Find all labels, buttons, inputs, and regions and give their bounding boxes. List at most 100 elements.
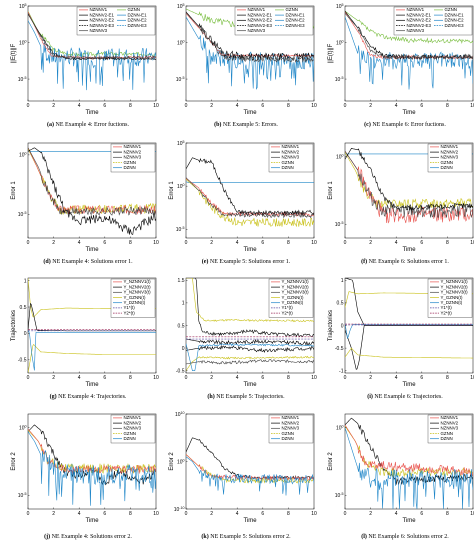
series-line-gznn bbox=[345, 152, 473, 209]
series-line-y_gznn bbox=[186, 355, 314, 371]
legend-entry: NZNNV2-E2 bbox=[90, 18, 115, 23]
x-tick-label: 2 bbox=[52, 240, 55, 246]
legend-entry: NZNNV2-E1 bbox=[248, 12, 273, 17]
series-line-nznnv2 bbox=[345, 148, 473, 212]
legend-entry: NZNNV2-E2 bbox=[248, 18, 273, 23]
caption-label: (f) bbox=[361, 258, 367, 265]
series-line-y_nznnv2 bbox=[186, 278, 314, 338]
legend-entry: DZNN-E1 bbox=[286, 12, 306, 17]
x-tick-label: 6 bbox=[261, 240, 264, 246]
series-line-dznn bbox=[345, 16, 473, 90]
legend-entry: NZNNV2-E3 bbox=[407, 23, 432, 28]
y-tick-label: 0.5 bbox=[337, 301, 344, 307]
legend-entry: Y1*(t) bbox=[124, 305, 136, 310]
x-tick-label: 2 bbox=[369, 103, 372, 109]
chart-panel-b: 0 2 4 6 8 10 Time 105 100 10-5 NZNNV1 GZNN NZNNV2-E1… bbox=[176, 3, 317, 128]
caption-text: NE Example 5: Solutions error 2. bbox=[210, 534, 291, 540]
x-tick-label: 8 bbox=[287, 375, 290, 381]
series-line-gznn bbox=[28, 10, 156, 57]
chart-panel-h: 0 2 4 6 8 10Time1.510.50-0.5Y_NZNNV1(t)Y_NZNN… bbox=[176, 277, 317, 400]
x-tick-label: 2 bbox=[52, 375, 55, 381]
series-line-dznn bbox=[186, 16, 314, 90]
x-tick-label: 4 bbox=[395, 511, 398, 517]
y-tick-label: 10-5 bbox=[18, 76, 27, 83]
series-line-y_gznn bbox=[186, 278, 314, 323]
legend-entry: NZNNV1 bbox=[441, 415, 459, 420]
chart-panel-f: 0 2 4 6 8 10 Time 100 10-5 Error 1 NZNNV1NZNNV2NZN… bbox=[328, 142, 474, 265]
series-line-nznnv3 bbox=[345, 150, 473, 219]
legend-entry: Y_GZNN(t) bbox=[441, 295, 463, 300]
caption-text: NE Example 6: Trajectories. bbox=[374, 394, 443, 400]
legend-entry: NZNNV1 bbox=[282, 415, 300, 420]
x-tick-label: 4 bbox=[395, 240, 398, 246]
chart-panel-j: 0 2 4 6 8 10 Time 100 10-5 Error 2 NZNNV1NZNNV2NZN… bbox=[11, 413, 159, 540]
series-group bbox=[28, 10, 156, 91]
legend-box bbox=[234, 6, 314, 36]
legend-entry: NZNNV2 bbox=[282, 149, 300, 154]
panel-caption: (l) NE Example 6: Solutions error 2. bbox=[361, 533, 449, 540]
legend-entry: NZNNV3 bbox=[441, 426, 459, 431]
chart-panel-e: 0 2 4 6 8 10 Time 105 100 10-5 Error 1 NZNNV1NZNNV2… bbox=[169, 140, 317, 265]
x-axis-label: Time bbox=[243, 382, 257, 388]
y-tick-label: -0.5 bbox=[335, 346, 344, 352]
x-axis-label: Time bbox=[402, 247, 416, 253]
chart-panel-c: 0 2 4 6 8 10 Time 105 100 10-5 ||E(t)||F NZNNV1 GZNN… bbox=[328, 3, 474, 128]
y-tick-label: 10-5 bbox=[335, 492, 344, 499]
x-tick-label: 10 bbox=[311, 103, 317, 109]
legend-box bbox=[110, 278, 156, 318]
chart-panel-a: 0 2 4 6 8 10 Time 105 100 10-5 ||E(t)||F NZNNV1 GZNN… bbox=[11, 3, 159, 128]
legend-entry: NZNNV3 bbox=[248, 28, 266, 33]
legend-entry: DZNN-E1 bbox=[445, 12, 465, 17]
y-tick-label: 0 bbox=[24, 331, 27, 337]
x-tick-label: 0 bbox=[344, 103, 347, 109]
x-axis-label: Time bbox=[85, 382, 99, 388]
legend-entry: DZNN-E2 bbox=[445, 18, 465, 23]
x-tick-label: 2 bbox=[369, 375, 372, 381]
x-axis-label: Time bbox=[243, 247, 257, 253]
x-tick-label: 10 bbox=[470, 375, 474, 381]
series-line-nznnv3 bbox=[186, 177, 314, 219]
series-group bbox=[345, 417, 473, 509]
legend-entry: Y_DZNN(t) bbox=[441, 300, 463, 305]
x-tick-label: 6 bbox=[420, 240, 423, 246]
panel-caption: (j) NE Example 4: Solutions error 2. bbox=[44, 533, 132, 540]
series-line-y_nznnv2 bbox=[186, 344, 314, 353]
y-tick-label: 100 bbox=[177, 458, 185, 465]
y-tick-label: 10-5 bbox=[335, 221, 344, 228]
legend-entry: Y2*(t) bbox=[441, 310, 453, 315]
y-tick-label: 105 bbox=[336, 3, 344, 10]
x-tick-label: 4 bbox=[236, 511, 239, 517]
x-tick-label: 0 bbox=[185, 240, 188, 246]
x-tick-label: 0 bbox=[27, 103, 30, 109]
legend-entry: NZNNV1 bbox=[407, 7, 425, 12]
legend-box bbox=[268, 278, 314, 318]
y-axis-label: Error 2 bbox=[11, 452, 17, 471]
x-axis-label: Time bbox=[85, 518, 99, 524]
legend-entry: Y_NZNNV3(t) bbox=[441, 290, 469, 295]
x-tick-label: 6 bbox=[420, 103, 423, 109]
y-tick-label: 1 bbox=[24, 278, 27, 284]
y-tick-label: 0 bbox=[341, 323, 344, 329]
panel-caption: (k) NE Example 5: Solutions error 2. bbox=[201, 533, 291, 540]
y-tick-label: 100 bbox=[19, 152, 27, 159]
caption-label: (h) bbox=[207, 393, 214, 400]
legend-box bbox=[110, 414, 156, 444]
x-tick-label: 4 bbox=[395, 375, 398, 381]
x-tick-label: 10 bbox=[311, 375, 317, 381]
y-tick-label: 10-10 bbox=[174, 506, 185, 513]
y-tick-label: -0.5 bbox=[18, 358, 27, 364]
y-tick-label: 0.5 bbox=[20, 305, 27, 311]
caption-label: (b) bbox=[214, 121, 221, 128]
x-tick-label: 6 bbox=[103, 375, 106, 381]
legend-entry: Y_NZNNV2(t) bbox=[282, 284, 310, 289]
caption-label: (i) bbox=[367, 393, 373, 400]
legend-entry: Y_DZNN(t) bbox=[124, 300, 146, 305]
x-axis-label: Time bbox=[243, 518, 257, 524]
y-tick-label: 1 bbox=[182, 301, 185, 307]
y-axis-label: Error 2 bbox=[169, 452, 175, 471]
x-tick-label: 10 bbox=[470, 240, 474, 246]
x-tick-label: 6 bbox=[261, 103, 264, 109]
x-tick-label: 0 bbox=[27, 511, 30, 517]
caption-text: NE Example 6: Error fuctions. bbox=[372, 121, 446, 128]
caption-label: (e) bbox=[202, 258, 209, 265]
